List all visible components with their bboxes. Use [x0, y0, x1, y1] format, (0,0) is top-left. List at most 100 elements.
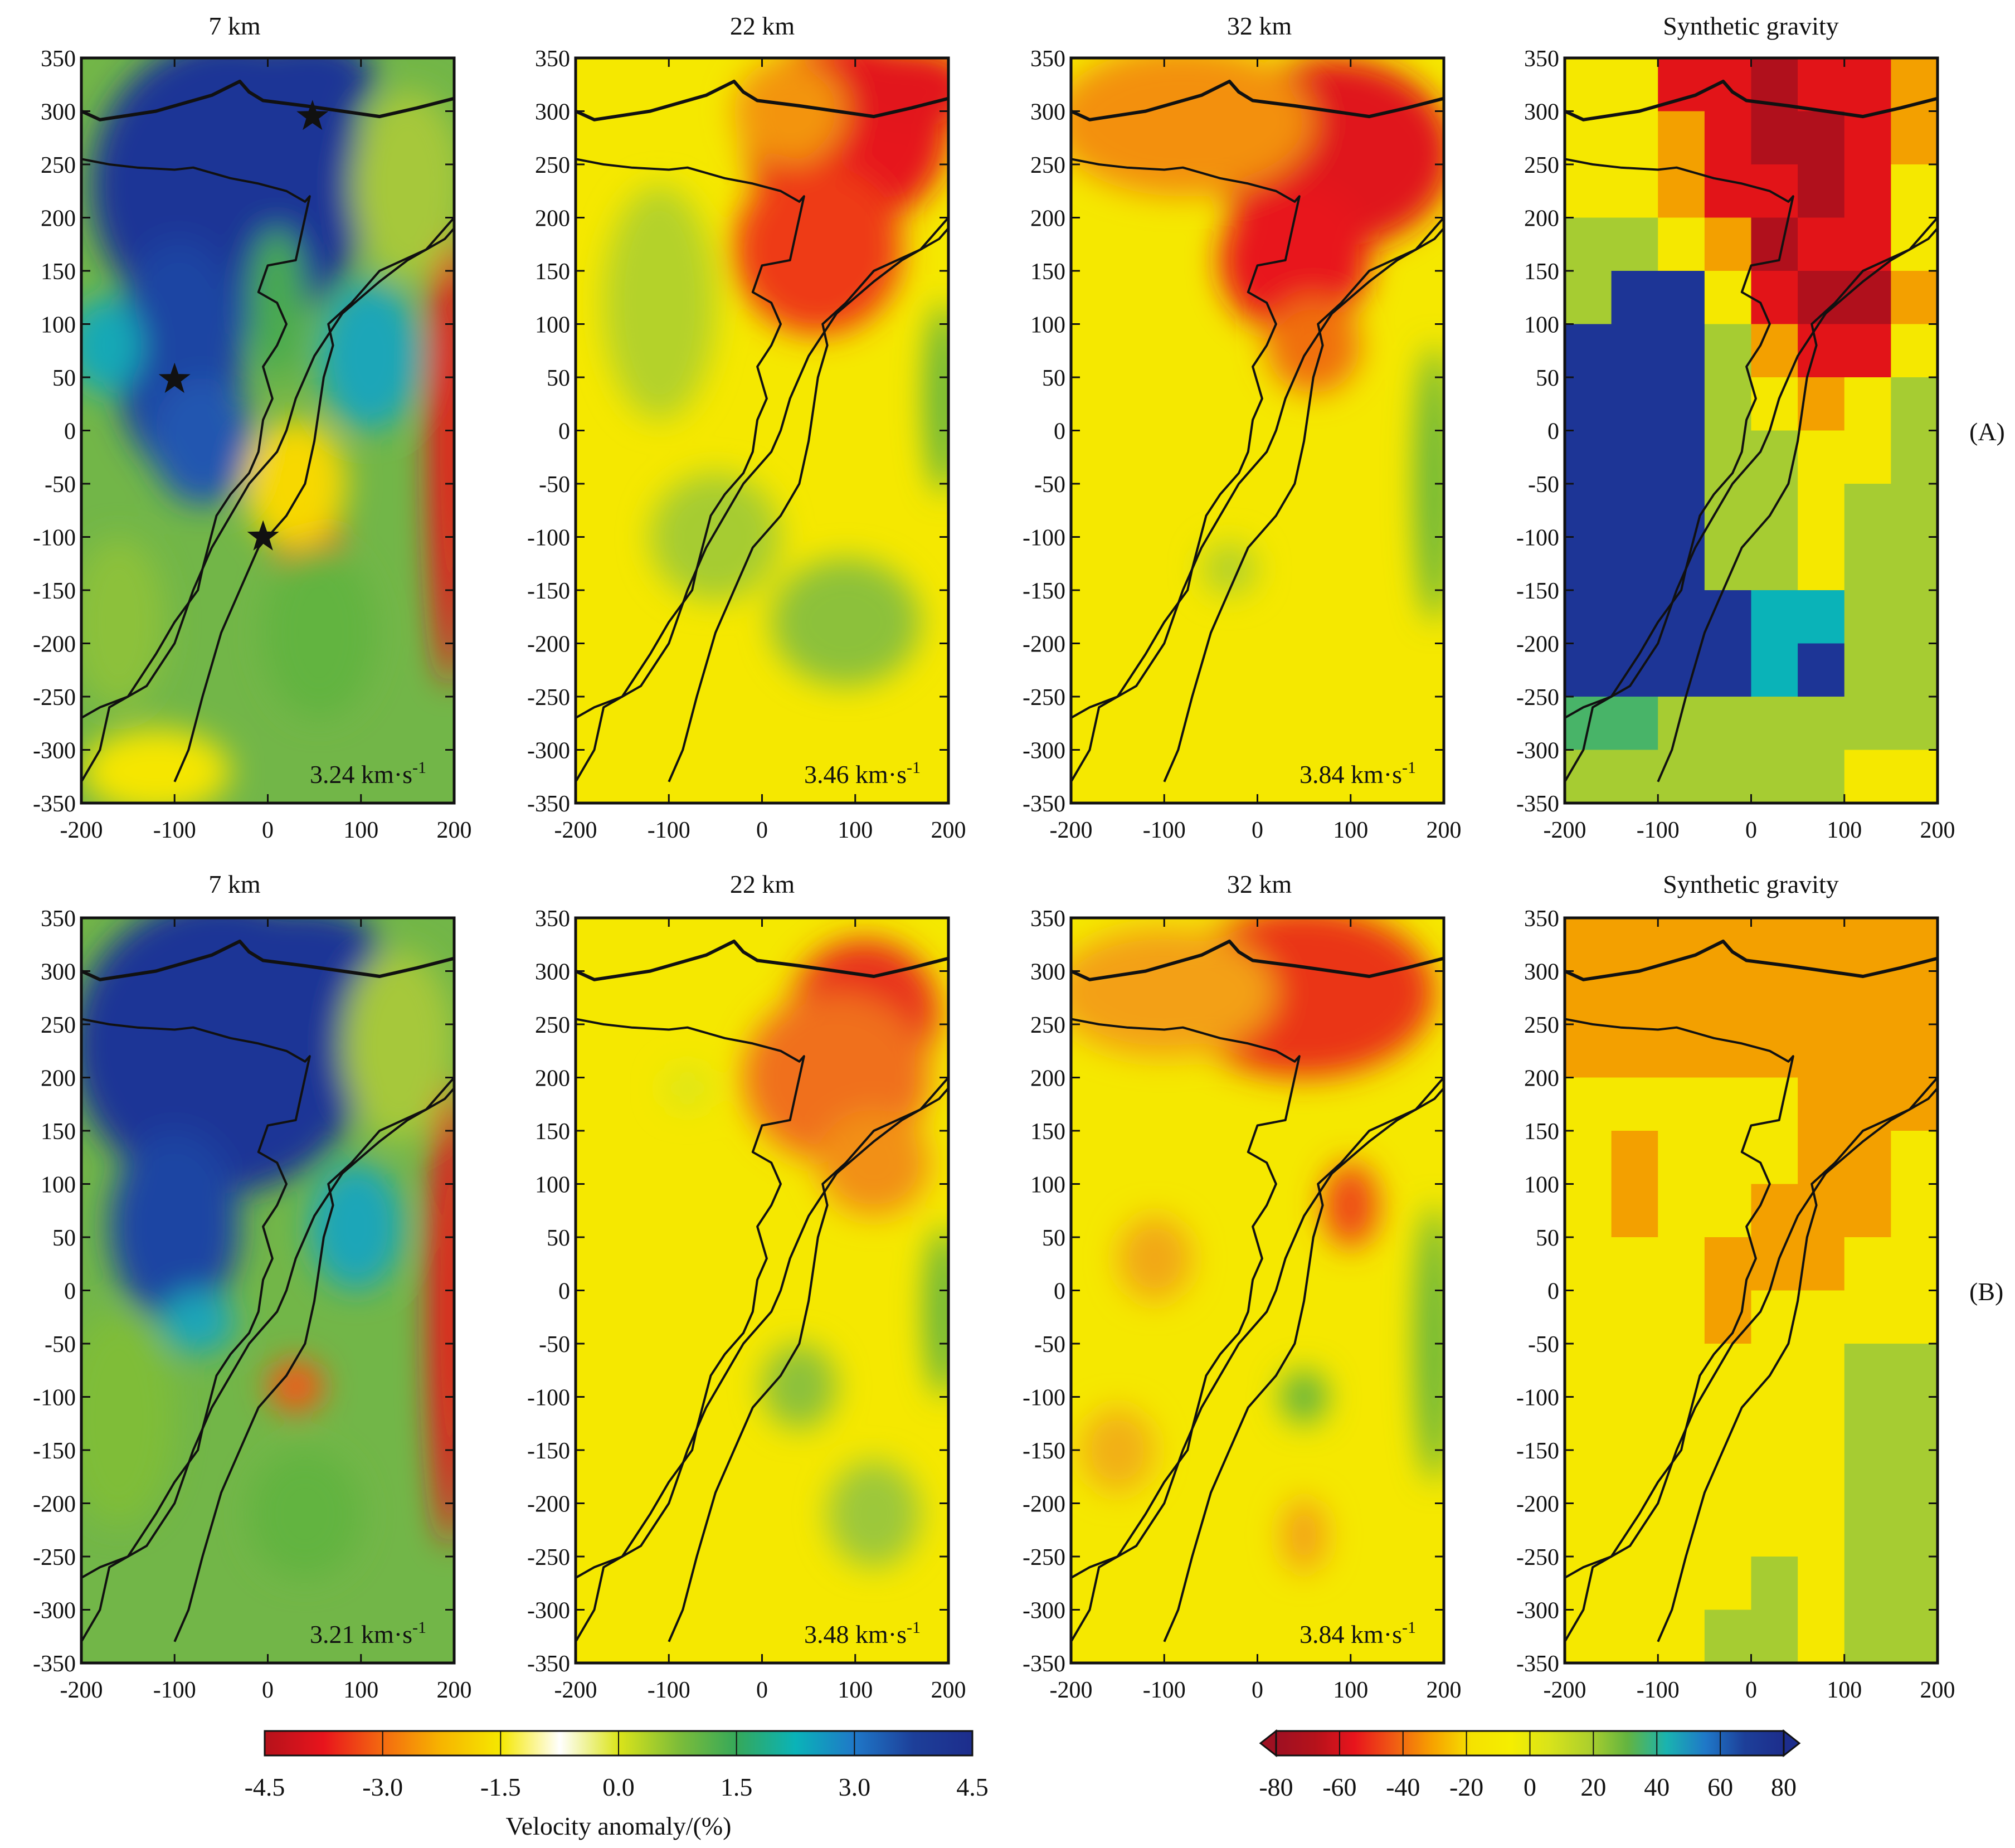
panel-a-synthetic-gravity-cell	[1751, 590, 1798, 644]
panel-b-7km-anomaly-8	[249, 1450, 361, 1578]
panel-b-22km-boundary-line	[576, 1018, 805, 1579]
panel-b-22km-ytick-label: 100	[535, 1173, 570, 1198]
panel-b-22km-ytick-label: -350	[527, 1651, 570, 1677]
panel-a-7km-anomalies	[81, 58, 454, 803]
panel-b-synthetic-gravity-cell	[1704, 1237, 1751, 1291]
panel-b-synthetic-gravity-cell	[1891, 971, 1938, 1025]
panel-a-32km-anomaly-6	[1267, 297, 1360, 393]
panel-a-7km-anomaly-10	[429, 196, 454, 686]
panel-b-synthetic-gravity-cell	[1751, 1077, 1798, 1131]
panel-b-7km-ytick-label: -350	[33, 1651, 76, 1677]
panel-a-7km-anomaly-4	[81, 297, 142, 393]
panel-a-22km-field	[576, 58, 948, 803]
panel-b-32km-xtick-label: 200	[1427, 1677, 1462, 1703]
panel-b-32km-anomaly-2	[1071, 928, 1276, 1057]
panel-a-22km-anomaly-6	[771, 558, 921, 686]
panel-b-7km-anomaly-7	[429, 1077, 454, 1546]
panel-b-synthetic-gravity-boundary-line	[1565, 1018, 1794, 1579]
panel-a-synthetic-gravity-cell	[1658, 430, 1705, 484]
panel-a-synthetic-gravity-cell	[1658, 484, 1705, 537]
panel-b-synthetic-gravity-cell	[1798, 1024, 1845, 1078]
panel-b-synthetic-gravity-cell	[1891, 1184, 1938, 1238]
panel-b-7km-ytick-label: 0	[64, 1279, 76, 1305]
panel-a-22km-ytick-label: 50	[547, 366, 570, 391]
panel-b-synthetic-gravity-cell	[1658, 1503, 1705, 1557]
panel-a-synthetic-gravity-cell	[1611, 164, 1658, 218]
panel-b-22km-ytick-label: 200	[535, 1066, 570, 1092]
panel-a-synthetic-gravity-ytick-label: 350	[1524, 46, 1559, 72]
panel-b-synthetic-gravity-cell	[1844, 1024, 1891, 1078]
panel-a-32km-anomaly-5	[1415, 345, 1444, 623]
panel-b-32km-xtick-label: -100	[1143, 1677, 1186, 1703]
panel-a-7km-anomaly-14	[352, 90, 454, 282]
panel-a-32km-xtick-label: 200	[1427, 818, 1462, 843]
panel-a-32km-anomaly-3	[1071, 58, 1313, 197]
panel-b-synthetic-gravity-xtick-label: 200	[1920, 1677, 1955, 1703]
panel-b-32km-boundary-line	[1071, 1018, 1301, 1579]
panel-b-synthetic-gravity-cell	[1798, 971, 1845, 1025]
panel-a-synthetic-gravity-cell	[1658, 324, 1705, 378]
panel-a-synthetic-gravity-ytick-label: 150	[1524, 259, 1559, 285]
panel-b-7km-anomaly-6	[267, 1359, 324, 1413]
panel-b-22km-ytick-label: -50	[539, 1332, 570, 1358]
panel-b-synthetic-gravity-cell	[1891, 1024, 1938, 1078]
panel-b-22km-anomalies	[664, 939, 948, 1568]
panel-a-synthetic-gravity-cell	[1844, 58, 1891, 111]
panel-b-22km-xtick-label: 0	[756, 1677, 768, 1703]
panel-a-synthetic-gravity-ytick-label: 250	[1524, 153, 1559, 178]
panel-a-7km-ytick-label: -250	[33, 685, 76, 711]
panel-a-synthetic-gravity-cell	[1611, 430, 1658, 484]
velocity-colorbar: Velocity anomaly/(%) -4.5 -3.0 -1.5 0.0 1.5 3…	[245, 1730, 989, 1840]
panel-b-synthetic-gravity-ytick-label: -350	[1516, 1651, 1559, 1677]
panel-b-synthetic-gravity-cell	[1658, 1344, 1705, 1397]
velocity-colorbar-tick-label: 0.0	[602, 1773, 635, 1801]
panel-b-synthetic-gravity-cell	[1798, 1609, 1845, 1663]
velocity-colorbar-tick-label: -3.0	[362, 1773, 403, 1801]
panel-a-synthetic-gravity-cell	[1658, 377, 1705, 431]
panel-b-synthetic-gravity-cell	[1798, 1077, 1845, 1131]
panel-b-synthetic-gravity-boundary-line	[1657, 1077, 1938, 1642]
panel-a-synthetic-gravity-ytick-label: -350	[1516, 791, 1559, 817]
panel-a-synthetic-gravity-cell	[1565, 324, 1612, 378]
panel-a-synthetic-gravity-cell	[1565, 590, 1612, 644]
panel-a-synthetic-gravity-cell	[1565, 750, 1612, 803]
panel-b-synthetic-gravity-cell	[1751, 1184, 1798, 1238]
panel-b-22km-field	[576, 918, 948, 1663]
panel-b-synthetic-gravity-cell	[1891, 1290, 1938, 1344]
panel-b-7km-ytick-label: -50	[45, 1332, 76, 1358]
panel-a-32km-ytick-label: -150	[1023, 578, 1065, 604]
panel-b-32km-ytick-label: -350	[1023, 1651, 1065, 1677]
panel-a-synthetic-gravity: Synthetic gravity 350 300 250 200 150 100 50 0 -…	[1516, 12, 1955, 843]
panel-b-32km-ytick-label: -250	[1023, 1545, 1065, 1570]
panel-b-synthetic-gravity-cell	[1751, 1609, 1798, 1663]
panel-a-synthetic-gravity-cell	[1611, 537, 1658, 591]
panel-a-22km-xtick-label: 100	[838, 818, 873, 843]
panel-b-7km: 7 km 350 300 250 200 150 100 50 0 -50 -100 -150 -20…	[33, 870, 472, 1703]
panel-a-synthetic-gravity-cell	[1611, 750, 1658, 803]
panel-b-synthetic-gravity-ytick-label: 150	[1524, 1119, 1559, 1145]
panel-a-7km-ytick-label: -350	[33, 791, 76, 817]
panel-b-22km-ytick-label: 300	[535, 960, 570, 985]
panel-b-7km-ytick-label: -300	[33, 1598, 76, 1624]
panel-a-synthetic-gravity-cell	[1844, 324, 1891, 378]
velocity-colorbar-tick-label: -1.5	[480, 1773, 521, 1801]
panel-b-32km-ytick-label: -300	[1023, 1598, 1065, 1624]
panel-b-32km-anomaly-7	[1281, 1497, 1327, 1573]
panel-a-synthetic-gravity-cell	[1611, 217, 1658, 271]
panel-a-synthetic-gravity-cell	[1565, 643, 1612, 697]
velocity-colorbar-tick-label: 3.0	[839, 1773, 871, 1801]
panel-b-synthetic-gravity-cell	[1844, 1184, 1891, 1238]
panel-b-synthetic-gravity-boundary-line	[1565, 940, 1938, 981]
panel-b-synthetic-gravity-ytick-label: 200	[1524, 1066, 1559, 1092]
panel-a-7km-anomaly-3	[244, 58, 375, 122]
panel-b-synthetic-gravity-cell	[1565, 1184, 1612, 1238]
panel-a-synthetic-gravity-cell	[1704, 324, 1751, 378]
panel-b-32km-anomaly-5	[1322, 1163, 1379, 1248]
panel-a-7km-ytick-label: -300	[33, 738, 76, 764]
panel-b-7km-boundary-line	[81, 940, 454, 981]
panel-a-synthetic-gravity-cell	[1844, 590, 1891, 644]
panel-b-synthetic-gravity-cell	[1611, 1557, 1658, 1610]
panel-b-synthetic-gravity-cell	[1844, 1609, 1891, 1663]
panel-b-32km-anomaly-4	[1080, 1407, 1155, 1493]
